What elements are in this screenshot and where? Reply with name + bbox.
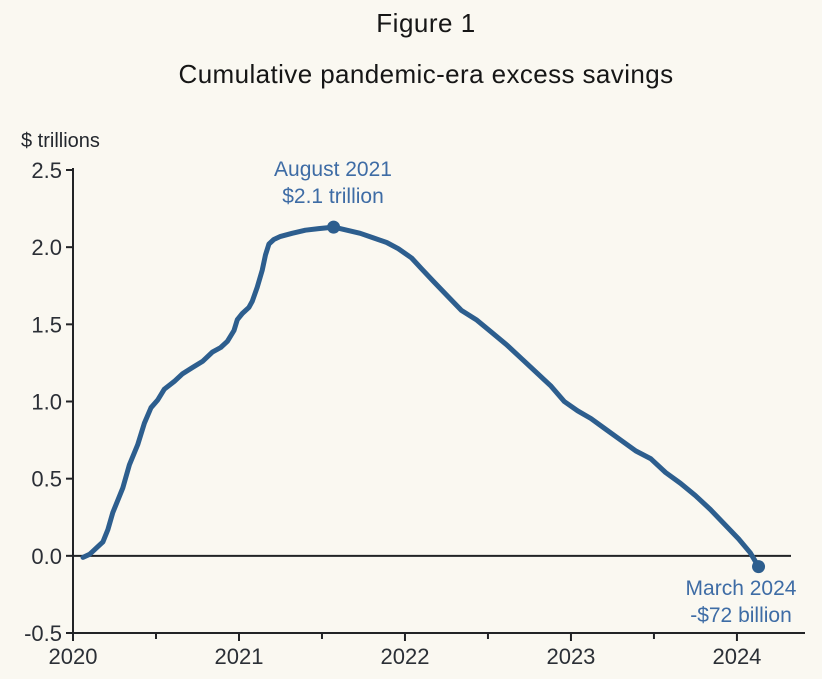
- figure-subtitle: Cumulative pandemic-era excess savings: [178, 59, 674, 89]
- peak-annotation: August 2021 $2.1 trillion: [223, 156, 443, 210]
- y-tick-label: 1.5: [31, 312, 62, 337]
- y-tick-label: 0.0: [31, 544, 62, 569]
- y-axis-unit-label: $ trillions: [21, 130, 100, 152]
- end-marker-dot: [752, 560, 766, 574]
- x-tick-label: 2021: [215, 644, 264, 669]
- end-annotation-value: -$72 billion: [690, 604, 792, 627]
- x-tick-label: 2022: [380, 644, 429, 669]
- peak-marker-dot: [327, 220, 341, 234]
- y-tick-label: 0.5: [31, 467, 62, 492]
- figure-header: Figure 1 Cumulative pandemic-era excess …: [30, 0, 822, 90]
- x-tick-label: 2020: [49, 644, 98, 669]
- savings-series-line: [80, 224, 761, 570]
- figure-title: Figure 1: [376, 8, 476, 38]
- peak-annotation-date: August 2021: [274, 158, 392, 181]
- y-tick-label: 2.5: [31, 158, 62, 183]
- y-tick-label: 1.0: [31, 390, 62, 415]
- y-tick-label: -0.5: [24, 621, 62, 646]
- y-tick-label: 2.0: [31, 235, 62, 260]
- x-tick-label: 2024: [712, 644, 761, 669]
- x-tick-label: 2023: [546, 644, 595, 669]
- peak-annotation-value: $2.1 trillion: [282, 185, 384, 208]
- end-annotation: March 2024 -$72 billion: [631, 575, 822, 629]
- end-annotation-date: March 2024: [685, 577, 797, 600]
